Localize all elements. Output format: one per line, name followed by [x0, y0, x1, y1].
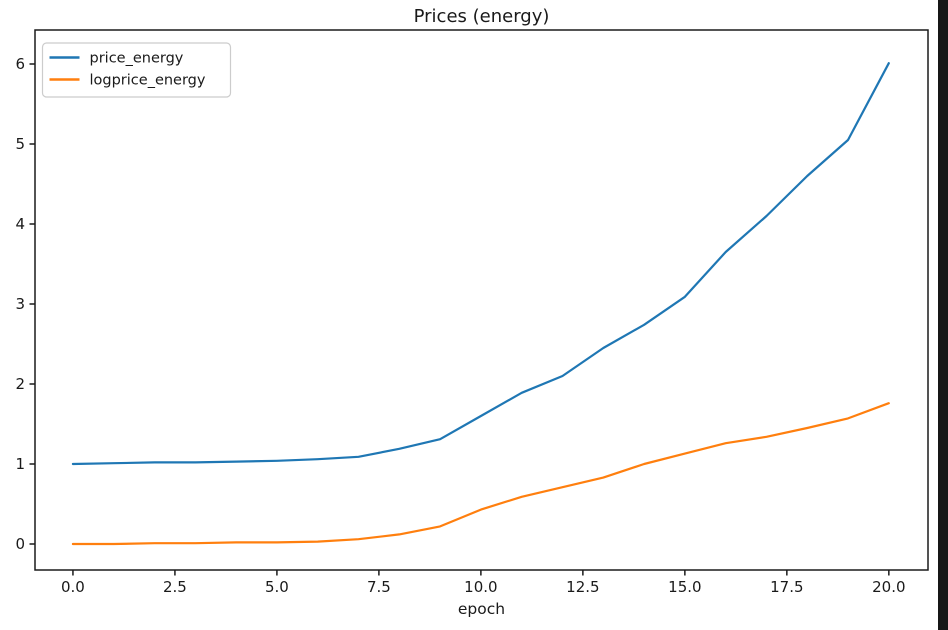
x-tick-label: 7.5: [367, 578, 391, 596]
y-tick-label: 4: [15, 215, 25, 233]
x-tick-label: 17.5: [770, 578, 803, 596]
legend-box: [41, 42, 232, 98]
y-tick-label: 3: [15, 295, 25, 313]
series-line-price_energy: [71, 62, 890, 466]
x-tick-label: 15.0: [668, 578, 701, 596]
y-tick-label: 6: [15, 55, 25, 73]
chart-title: Prices (energy): [414, 6, 550, 27]
y-tick-label: 5: [15, 135, 25, 153]
x-tick-label: 2.5: [163, 578, 187, 596]
screen-edge-strip: [938, 0, 948, 630]
y-tick-label: 1: [15, 455, 25, 473]
x-axis-label: epoch: [458, 600, 505, 618]
x-tick-label: 5.0: [265, 578, 289, 596]
legend: price_energy logprice_energy: [41, 42, 232, 98]
x-tick-label: 0.0: [61, 578, 85, 596]
series-line-logprice_energy: [71, 402, 890, 546]
legend-label-logprice_energy: logprice_energy: [90, 73, 206, 89]
legend-label-price_energy: price_energy: [90, 51, 184, 67]
y-tick-label: 2: [15, 375, 25, 393]
y-tick-label: 0: [15, 535, 25, 553]
x-tick-label: 10.0: [464, 578, 497, 596]
x-tick-label: 20.0: [872, 578, 905, 596]
x-tick-label: 12.5: [566, 578, 599, 596]
